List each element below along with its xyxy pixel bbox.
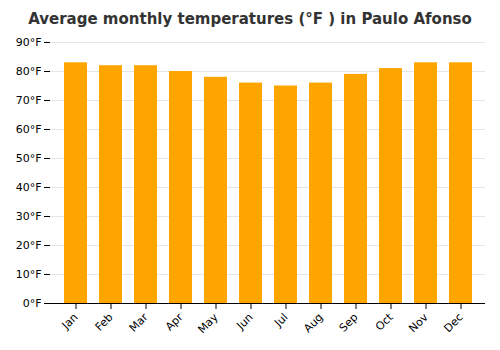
svg-text:Oct: Oct xyxy=(373,310,396,333)
svg-text:10°F: 10°F xyxy=(16,268,42,281)
svg-text:70°F: 70°F xyxy=(16,94,42,107)
svg-text:Apr: Apr xyxy=(163,310,186,333)
svg-text:50°F: 50°F xyxy=(16,152,42,165)
svg-text:80°F: 80°F xyxy=(16,65,42,78)
svg-text:90°F: 90°F xyxy=(16,36,42,49)
svg-text:Jul: Jul xyxy=(271,311,290,330)
svg-text:Feb: Feb xyxy=(93,311,116,334)
svg-text:Aug: Aug xyxy=(301,311,325,335)
svg-text:Jun: Jun xyxy=(234,311,256,333)
svg-text:Dec: Dec xyxy=(441,311,465,335)
svg-text:Jan: Jan xyxy=(59,311,81,333)
svg-text:40°F: 40°F xyxy=(16,181,42,194)
svg-text:0°F: 0°F xyxy=(23,297,42,310)
html-text:Average monthly temperatures (: Average monthly temperatures (°F ) in Pa… xyxy=(28,10,472,28)
svg-text:Nov: Nov xyxy=(406,310,431,335)
svg-text:20°F: 20°F xyxy=(16,239,42,252)
svg-text:60°F: 60°F xyxy=(16,123,42,136)
svg-text:30°F: 30°F xyxy=(16,210,42,223)
svg-text:Sep: Sep xyxy=(337,311,361,335)
svg-text:May: May xyxy=(195,310,221,336)
svg-text:Mar: Mar xyxy=(127,310,151,334)
